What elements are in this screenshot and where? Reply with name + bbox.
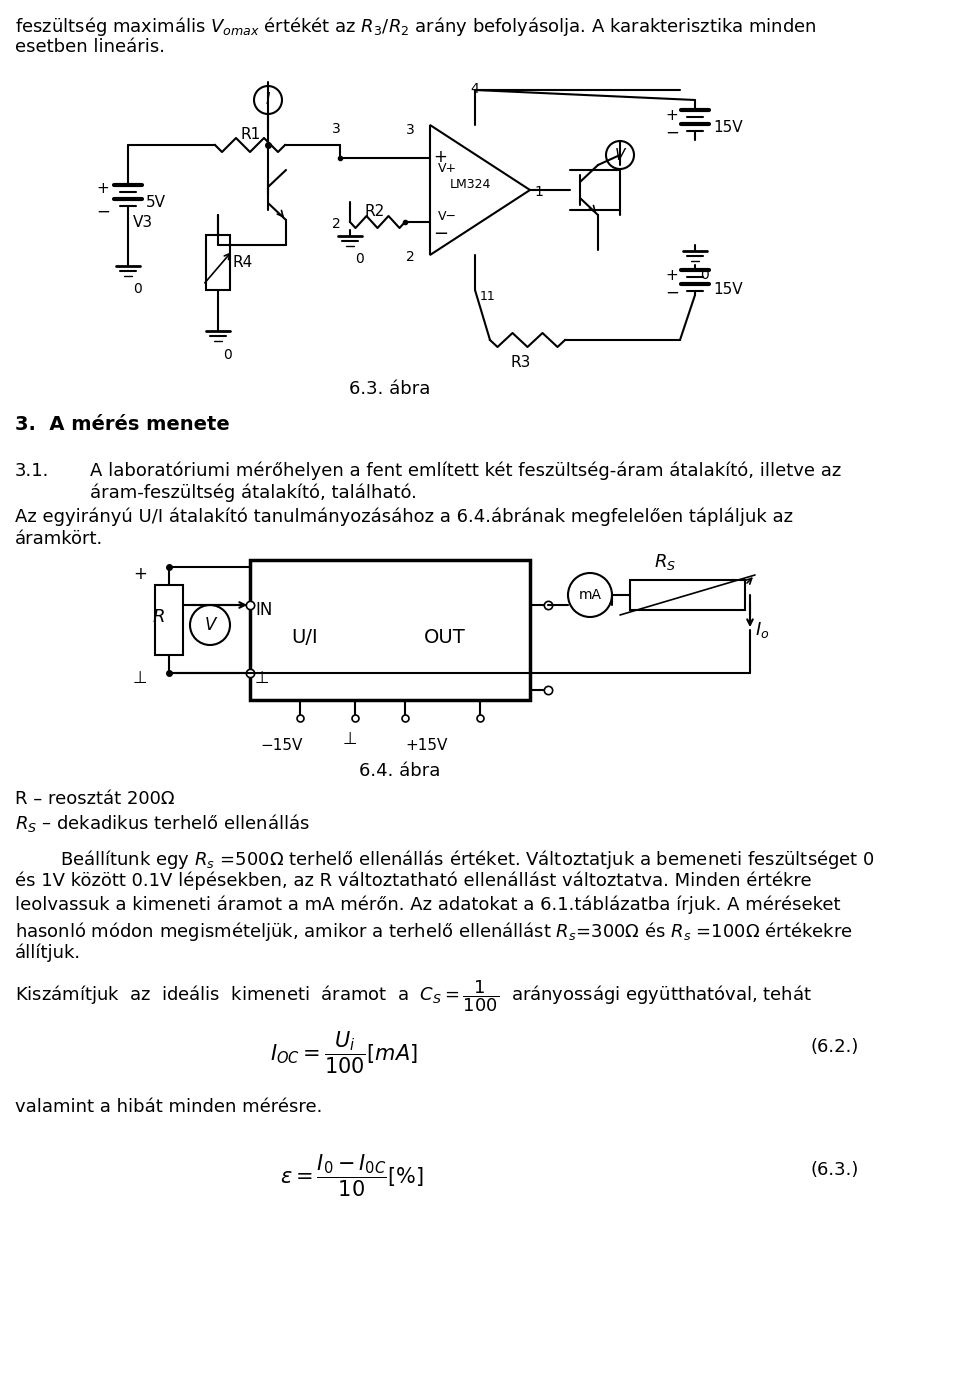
Text: U/I: U/I — [292, 628, 319, 647]
Text: V: V — [204, 615, 216, 633]
Text: 0: 0 — [355, 251, 364, 267]
Text: −: − — [665, 283, 679, 301]
Text: ⊥: ⊥ — [255, 669, 270, 688]
Text: V3: V3 — [133, 215, 154, 231]
Text: $\varepsilon = \dfrac{I_0 - I_{0C}}{10}[\%]$: $\varepsilon = \dfrac{I_0 - I_{0C}}{10}[… — [280, 1153, 423, 1199]
Text: feszültség maximális $V_{omax}$ értékét az $R_3/R_2$ arány befolyásolja. A karak: feszültség maximális $V_{omax}$ értékét … — [15, 15, 817, 38]
Text: 6.4. ábra: 6.4. ábra — [359, 763, 441, 781]
Text: −15V: −15V — [260, 738, 302, 753]
Text: $R_S$: $R_S$ — [654, 551, 676, 572]
Circle shape — [568, 574, 612, 617]
Circle shape — [254, 86, 282, 114]
Text: Beállítunk egy $R_s$ =500Ω terhelő ellenállás értéket. Változtatjuk a bemeneti f: Beállítunk egy $R_s$ =500Ω terhelő ellen… — [60, 849, 875, 871]
Circle shape — [190, 606, 230, 644]
Text: OUT: OUT — [424, 628, 466, 647]
Bar — [250, 560, 530, 700]
Text: LM324: LM324 — [450, 178, 492, 192]
Text: V−: V− — [438, 210, 457, 224]
Text: 0: 0 — [223, 349, 231, 363]
Text: 2: 2 — [332, 217, 341, 231]
Text: 15V: 15V — [713, 282, 743, 297]
Text: mA: mA — [579, 588, 602, 601]
Text: 0: 0 — [700, 268, 708, 282]
Text: 4: 4 — [470, 82, 479, 96]
Text: és 1V között 0.1V lépésekben, az R változtatható ellenállást változtatva. Minden: és 1V között 0.1V lépésekben, az R válto… — [15, 872, 811, 890]
Text: +: + — [665, 268, 678, 283]
Bar — [155, 585, 183, 656]
Text: 0: 0 — [133, 282, 142, 296]
Text: 5V: 5V — [146, 194, 166, 210]
Text: 15V: 15V — [713, 119, 743, 135]
Bar — [630, 581, 745, 610]
Text: áramkört.: áramkört. — [15, 531, 104, 549]
Text: R – reosztát 200Ω: R – reosztát 200Ω — [15, 790, 175, 808]
Bar — [206, 235, 230, 290]
Text: hasonló módon megismételjük, amikor a terhelő ellenállást $R_s$=300Ω és $R_s$ =1: hasonló módon megismételjük, amikor a te… — [15, 920, 852, 943]
Circle shape — [606, 142, 634, 169]
Text: állítjuk.: állítjuk. — [15, 945, 82, 963]
Text: +: + — [133, 565, 147, 583]
Text: −: − — [433, 225, 448, 243]
Text: −: − — [96, 203, 109, 221]
Text: R: R — [153, 608, 165, 626]
Text: +: + — [665, 108, 678, 124]
Text: +: + — [433, 149, 446, 167]
Text: esetben lineáris.: esetben lineáris. — [15, 38, 165, 56]
Text: A laboratóriumi mérőhelyen a fent említett két feszültség-áram átalakító, illetv: A laboratóriumi mérőhelyen a fent említe… — [90, 463, 841, 481]
Text: $I_{OC} = \dfrac{U_i}{100}[mA]$: $I_{OC} = \dfrac{U_i}{100}[mA]$ — [270, 1031, 418, 1076]
Text: leolvassuk a kimeneti áramot a mA mérőn. Az adatokat a 6.1.táblázatba írjuk. A m: leolvassuk a kimeneti áramot a mA mérőn.… — [15, 896, 841, 914]
Text: +: + — [96, 181, 108, 196]
Text: 6.3. ábra: 6.3. ábra — [349, 381, 431, 399]
Text: áram-feszültség átalakító, található.: áram-feszültség átalakító, található. — [90, 483, 417, 503]
Text: R1: R1 — [240, 126, 260, 142]
Text: I: I — [266, 93, 271, 107]
Polygon shape — [430, 125, 530, 256]
Text: (6.3.): (6.3.) — [810, 1161, 858, 1179]
Text: 3.1.: 3.1. — [15, 463, 49, 481]
Text: valamint a hibát minden mérésre.: valamint a hibát minden mérésre. — [15, 1097, 323, 1115]
Text: Kiszámítjuk  az  ideális  kimeneti  áramot  a  $C_S = \dfrac{1}{100}$  arányossá: Kiszámítjuk az ideális kimeneti áramot a… — [15, 978, 812, 1014]
Text: $I_o$: $I_o$ — [755, 619, 770, 640]
Text: ⊥: ⊥ — [133, 669, 148, 688]
Text: 2: 2 — [406, 250, 415, 264]
Text: −: − — [665, 124, 679, 142]
Text: $R_S$ – dekadikus terhelő ellenállás: $R_S$ – dekadikus terhelő ellenállás — [15, 813, 309, 833]
Text: (6.2.): (6.2.) — [810, 1038, 858, 1056]
Text: 3.  A mérés menete: 3. A mérés menete — [15, 415, 229, 433]
Text: 3: 3 — [406, 124, 415, 138]
Text: V+: V+ — [438, 163, 457, 175]
Text: 3: 3 — [331, 122, 341, 136]
Text: R2: R2 — [365, 204, 385, 219]
Text: R3: R3 — [510, 356, 530, 369]
Text: Az egyirányú U/I átalakító tanulmányozásához a 6.4.ábrának megfelelően tápláljuk: Az egyirányú U/I átalakító tanulmányozás… — [15, 508, 793, 526]
Text: R4: R4 — [233, 256, 253, 269]
Text: ⊥: ⊥ — [343, 731, 357, 749]
Text: 11: 11 — [480, 290, 495, 303]
Text: 1: 1 — [534, 185, 542, 199]
Text: V: V — [614, 147, 625, 163]
Text: IN: IN — [255, 601, 273, 619]
Text: +15V: +15V — [405, 738, 447, 753]
